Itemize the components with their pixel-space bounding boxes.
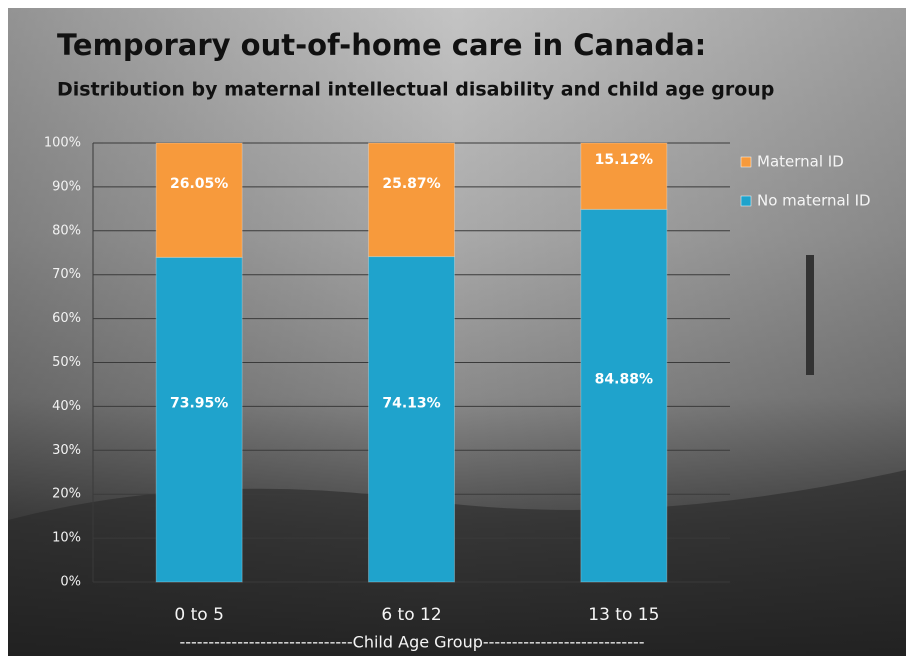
y-tick-label: 10% xyxy=(52,531,81,546)
data-label: 74.13% xyxy=(382,395,440,411)
bar-segment xyxy=(368,256,455,583)
y-tick-label: 30% xyxy=(52,443,81,458)
bar-segment xyxy=(580,142,668,210)
y-tick-label: 70% xyxy=(52,267,81,282)
data-label: 25.87% xyxy=(382,176,440,192)
y-tick-label: 80% xyxy=(52,223,81,238)
legend-label: Maternal ID xyxy=(757,153,844,171)
chart-subtitle: Distribution by maternal intellectual di… xyxy=(57,79,774,101)
y-tick-label: 20% xyxy=(52,487,81,502)
bar-segment xyxy=(368,142,455,258)
x-tick-label: 6 to 12 xyxy=(381,605,441,625)
chart-title: Temporary out-of-home care in Canada: xyxy=(57,28,706,62)
data-label: 26.05% xyxy=(170,176,228,192)
y-tick-label: 40% xyxy=(52,399,81,414)
legend-swatch xyxy=(740,156,752,168)
bar-segment xyxy=(580,208,668,583)
y-tick-label: 50% xyxy=(52,355,81,370)
x-tick-label: 0 to 5 xyxy=(174,605,224,625)
bar-segment xyxy=(155,142,243,258)
data-label: 15.12% xyxy=(595,152,653,168)
legend-label: No maternal ID xyxy=(757,192,871,210)
data-label: 73.95% xyxy=(170,396,228,412)
bar-segment xyxy=(155,256,243,583)
y-tick-label: 60% xyxy=(52,311,81,326)
chimney xyxy=(806,255,814,375)
x-tick-label: 13 to 15 xyxy=(588,605,659,625)
y-tick-label: 0% xyxy=(60,575,81,590)
y-tick-label: 90% xyxy=(52,179,81,194)
legend-swatch xyxy=(740,195,752,207)
x-axis-title: ------------------------------Child Age … xyxy=(179,633,644,652)
y-tick-label: 100% xyxy=(44,136,81,151)
data-label: 84.88% xyxy=(595,372,653,388)
